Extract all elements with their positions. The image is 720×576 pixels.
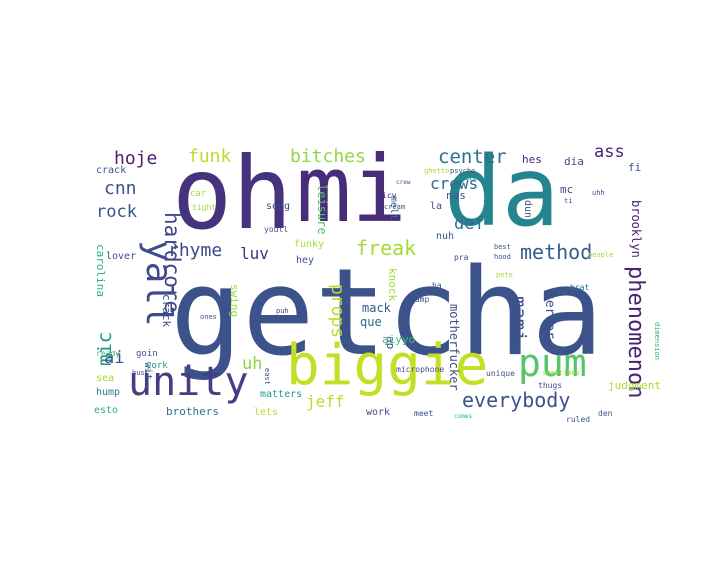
word-mack: que bbox=[360, 315, 382, 329]
word-psycho: psycho bbox=[450, 167, 476, 175]
word-ass: ass bbox=[594, 142, 625, 162]
word-oh: oh bbox=[172, 135, 293, 252]
word-cnn: cnn bbox=[104, 178, 137, 199]
word-best: best bbox=[494, 243, 511, 251]
word-brothers: esto bbox=[94, 405, 119, 416]
word-mi: mi bbox=[296, 136, 407, 243]
word-bust: lover bbox=[106, 251, 137, 262]
word-hes: hes bbox=[522, 153, 542, 166]
word-la: la bbox=[430, 201, 443, 212]
word-sometimes: sometimes bbox=[542, 369, 580, 377]
word-bitches: bitches bbox=[290, 146, 366, 167]
word-puh: puh bbox=[276, 307, 289, 315]
word-biggie: biggie bbox=[286, 333, 489, 398]
word-work: judgment bbox=[608, 379, 661, 392]
word-fi: fi bbox=[628, 161, 642, 174]
word-ruled: ruled bbox=[566, 415, 591, 424]
word-mami: mami bbox=[508, 296, 530, 342]
word-da: da bbox=[444, 136, 560, 248]
word-esto: lets bbox=[254, 407, 279, 418]
word-ai: ai bbox=[104, 348, 125, 368]
word-rhyme: rhyme bbox=[168, 240, 223, 261]
word-uhh: uhh bbox=[592, 189, 605, 197]
word-song: funky bbox=[294, 239, 325, 250]
word-brat: brat bbox=[570, 283, 590, 292]
word-ti: ti bbox=[564, 197, 573, 205]
word-people: people bbox=[588, 251, 614, 259]
word-york: goin bbox=[136, 349, 158, 359]
word-hood: hood bbox=[494, 253, 511, 261]
word-judgment: brothers bbox=[166, 405, 219, 418]
word-hoje: hoje bbox=[114, 148, 158, 169]
word-pump: pump bbox=[410, 295, 430, 304]
word-leisure: leisure bbox=[315, 184, 329, 235]
word-que: aiyyo bbox=[382, 333, 416, 346]
word-cloud: getcha oh mi da biggie unity pum yall ph… bbox=[80, 135, 661, 432]
word-microphone: microphone bbox=[396, 365, 445, 374]
word-nuh: nuh bbox=[436, 231, 455, 242]
word-crack: crack bbox=[160, 294, 173, 328]
word-aiyyo: matters bbox=[260, 389, 303, 400]
word-everybody: everybody bbox=[462, 388, 571, 412]
word-mc: mc bbox=[560, 183, 574, 196]
word-swing: swing bbox=[228, 284, 241, 318]
word-pra: pra bbox=[454, 253, 469, 262]
word-den: den bbox=[598, 409, 613, 418]
word-pum: pum bbox=[518, 341, 587, 385]
word-brooklyn: brooklyn bbox=[629, 200, 643, 258]
word-dimension: dimension bbox=[653, 322, 661, 360]
word-luv: luv bbox=[240, 244, 269, 263]
word-youll: youll bbox=[264, 225, 289, 234]
word-dun: dun bbox=[522, 200, 533, 219]
word-def: def bbox=[454, 214, 485, 234]
word-crews: crews bbox=[430, 174, 479, 193]
word-unique: unique bbox=[486, 369, 515, 378]
word-method: method bbox=[520, 240, 593, 264]
word-ghetto: ghetto bbox=[424, 167, 450, 175]
word-funky: hey bbox=[296, 255, 315, 266]
word-tight: tight bbox=[192, 203, 217, 212]
word-dia: dia bbox=[564, 155, 584, 168]
word-rock: rock bbox=[96, 202, 137, 222]
word-thugs: thugs bbox=[538, 381, 563, 390]
word-hump: sea bbox=[96, 373, 115, 384]
word-funk: funk bbox=[188, 146, 232, 167]
word-center: center bbox=[438, 146, 507, 168]
word-carolina: carolina bbox=[94, 244, 107, 297]
word-terror: terror bbox=[542, 292, 557, 339]
word-lover: crack bbox=[96, 165, 127, 176]
word-ladies: nas bbox=[446, 189, 466, 202]
word-freak: freak bbox=[356, 236, 417, 260]
word-knock: knock bbox=[386, 268, 399, 302]
word-comes: comes bbox=[454, 413, 473, 420]
word-goin: ready bbox=[96, 349, 121, 358]
word-east: east bbox=[263, 368, 271, 385]
word-sea: york bbox=[146, 361, 168, 371]
word-nas: song bbox=[266, 201, 291, 212]
word-crew: crew bbox=[396, 179, 411, 186]
word-pete: pete bbox=[496, 271, 513, 279]
word-babies: babies bbox=[458, 175, 480, 182]
word-cream: cream bbox=[384, 203, 406, 211]
word-unity: unity bbox=[128, 359, 249, 405]
word-ready: bust bbox=[132, 369, 149, 377]
word-car: car bbox=[190, 189, 207, 199]
word-hey: mack bbox=[362, 301, 391, 315]
word-ones: ones bbox=[200, 313, 217, 321]
word-props: props bbox=[327, 284, 348, 339]
word-icy: icy bbox=[382, 191, 397, 200]
word-lets: hump bbox=[96, 387, 121, 398]
word-motherfucker: motherfucker bbox=[447, 304, 461, 391]
word-meet: meet bbox=[414, 409, 434, 418]
word-jeff: jeff bbox=[306, 392, 345, 411]
word-ha: ha bbox=[432, 281, 442, 290]
word-getcha: getcha bbox=[170, 244, 604, 383]
word-uh: uh bbox=[242, 354, 263, 374]
word-matters: work bbox=[366, 407, 391, 418]
